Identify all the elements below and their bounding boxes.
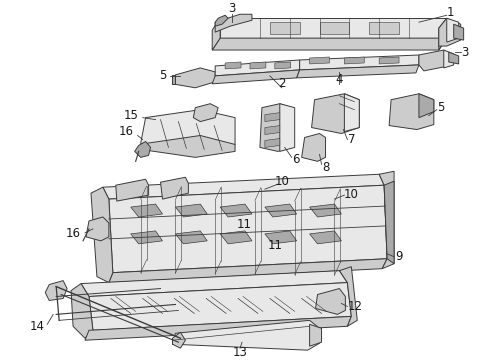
Text: 6: 6 xyxy=(292,153,299,166)
Polygon shape xyxy=(265,231,296,244)
Polygon shape xyxy=(265,139,280,148)
Text: 15: 15 xyxy=(123,109,138,122)
Polygon shape xyxy=(454,24,464,40)
Polygon shape xyxy=(172,320,319,350)
Text: 1: 1 xyxy=(447,6,454,19)
Text: 3: 3 xyxy=(461,45,468,59)
Text: 11: 11 xyxy=(268,239,282,252)
Text: 5: 5 xyxy=(159,69,166,82)
Polygon shape xyxy=(89,283,351,330)
Polygon shape xyxy=(141,135,235,157)
Polygon shape xyxy=(116,179,148,201)
Polygon shape xyxy=(300,55,419,70)
Polygon shape xyxy=(419,94,434,118)
Polygon shape xyxy=(81,271,347,297)
Polygon shape xyxy=(310,204,342,217)
Polygon shape xyxy=(344,94,359,131)
Polygon shape xyxy=(172,332,185,348)
Polygon shape xyxy=(135,141,150,157)
Polygon shape xyxy=(389,94,434,130)
Polygon shape xyxy=(86,217,109,241)
Text: 10: 10 xyxy=(274,175,289,188)
Polygon shape xyxy=(215,60,300,76)
Polygon shape xyxy=(45,280,67,301)
Polygon shape xyxy=(85,316,351,340)
Text: 7: 7 xyxy=(347,133,355,146)
Polygon shape xyxy=(212,70,300,84)
Polygon shape xyxy=(71,284,93,338)
Polygon shape xyxy=(310,57,329,64)
Polygon shape xyxy=(215,15,228,26)
Polygon shape xyxy=(260,104,292,152)
Text: 16: 16 xyxy=(66,228,80,240)
Polygon shape xyxy=(270,22,300,34)
Polygon shape xyxy=(310,231,342,244)
Polygon shape xyxy=(109,259,387,283)
Text: 2: 2 xyxy=(278,77,286,90)
Text: 5: 5 xyxy=(437,101,444,114)
Polygon shape xyxy=(369,22,399,34)
Polygon shape xyxy=(340,267,357,326)
Text: 13: 13 xyxy=(233,346,247,359)
Text: 9: 9 xyxy=(395,250,403,263)
Polygon shape xyxy=(312,94,359,134)
Text: 12: 12 xyxy=(348,300,363,313)
Polygon shape xyxy=(316,289,345,314)
Polygon shape xyxy=(161,177,188,199)
Polygon shape xyxy=(275,62,291,69)
Polygon shape xyxy=(265,113,280,122)
Polygon shape xyxy=(310,324,321,346)
Polygon shape xyxy=(250,62,266,69)
Polygon shape xyxy=(91,187,113,283)
Polygon shape xyxy=(379,57,399,64)
Polygon shape xyxy=(384,181,394,264)
Polygon shape xyxy=(103,174,384,199)
Polygon shape xyxy=(319,22,349,34)
Polygon shape xyxy=(141,110,235,152)
Text: 16: 16 xyxy=(118,125,133,138)
Polygon shape xyxy=(439,18,447,50)
Polygon shape xyxy=(444,50,454,68)
Polygon shape xyxy=(265,126,280,135)
Polygon shape xyxy=(344,57,364,64)
Polygon shape xyxy=(175,204,207,217)
Text: 3: 3 xyxy=(228,2,236,15)
Polygon shape xyxy=(447,18,459,42)
Text: 8: 8 xyxy=(322,161,329,174)
Polygon shape xyxy=(439,18,461,46)
Polygon shape xyxy=(215,14,252,32)
Polygon shape xyxy=(172,68,215,88)
Polygon shape xyxy=(131,204,163,217)
Polygon shape xyxy=(194,104,218,122)
Polygon shape xyxy=(172,75,175,84)
Polygon shape xyxy=(220,231,252,244)
Polygon shape xyxy=(175,231,207,244)
Polygon shape xyxy=(212,18,220,50)
Polygon shape xyxy=(449,52,459,64)
Polygon shape xyxy=(131,231,163,244)
Polygon shape xyxy=(280,104,294,152)
Polygon shape xyxy=(419,50,449,71)
Polygon shape xyxy=(220,18,447,38)
Text: 11: 11 xyxy=(237,219,251,231)
Polygon shape xyxy=(220,204,252,217)
Polygon shape xyxy=(225,62,241,69)
Text: 10: 10 xyxy=(344,188,359,201)
Polygon shape xyxy=(296,65,419,78)
Text: 4: 4 xyxy=(336,73,343,86)
Polygon shape xyxy=(265,204,296,217)
Polygon shape xyxy=(109,185,387,273)
Polygon shape xyxy=(212,38,447,50)
Polygon shape xyxy=(379,171,394,269)
Polygon shape xyxy=(302,134,325,161)
Text: 14: 14 xyxy=(30,320,45,333)
